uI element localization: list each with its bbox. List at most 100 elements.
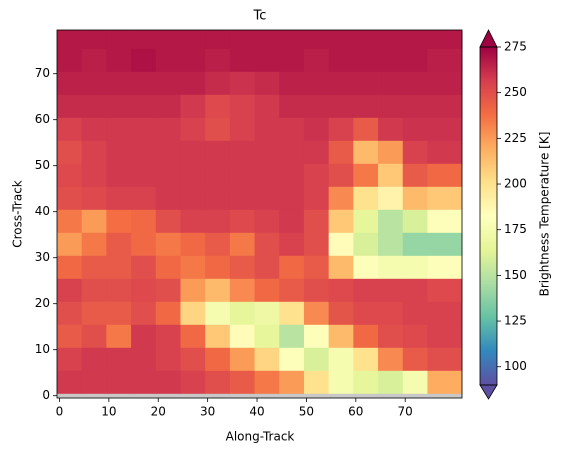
heatmap-cell [57,301,83,325]
heatmap-cell [180,94,206,118]
colorbar-tick-label: 150 [504,268,527,282]
heatmap-cell [155,278,181,302]
heatmap-cell [427,94,463,118]
heatmap-cell [81,71,107,95]
heatmap-cell [57,393,83,399]
heatmap-cell [402,140,428,164]
heatmap-cell [378,140,404,164]
heatmap-cell [303,324,330,348]
colorbar-tick-label: 275 [504,40,527,54]
y-tick-label: 0 [42,388,50,402]
heatmap-cell [353,209,379,233]
colorbar-extend-top [479,29,498,48]
heatmap-cell [205,255,231,279]
heatmap-cell [131,140,157,164]
heatmap-cell [57,94,83,118]
heatmap-cell [402,71,428,95]
heatmap-cell [81,209,107,233]
colorbar-tick-label: 250 [504,85,527,99]
heatmap-cell [279,48,305,72]
heatmap-cell [106,255,132,279]
heatmap-cell [402,232,428,256]
heatmap-cell [303,232,330,256]
heatmap-cell [328,255,354,279]
heatmap-cell [402,186,428,210]
colorbar-tick-label: 175 [504,222,527,236]
y-tick-label: 50 [35,158,50,172]
heatmap-cell [328,48,354,72]
heatmap-cell [106,209,132,233]
heatmap-cell [353,186,379,210]
heatmap-cell [303,163,330,187]
heatmap-cell [205,324,231,348]
heatmap-cell [328,71,354,95]
heatmap-cell [131,347,157,371]
heatmap-cell [328,393,354,399]
heatmap-cell [328,347,354,371]
heatmap-cell [328,186,354,210]
heatmap-cell [353,30,379,49]
heatmap-cell [353,324,379,348]
heatmap-cell [180,393,206,399]
chart-title: Tc [253,9,267,24]
heatmap-cell [279,347,305,371]
x-tick-label: 70 [398,405,413,419]
heatmap-cell [57,370,83,394]
heatmap-cell [205,347,231,371]
heatmap-cell [155,393,181,399]
heatmap-cell [180,30,206,49]
heatmap-cell [427,209,463,233]
heatmap-cell [57,163,83,187]
heatmap-cell [402,30,428,49]
heatmap-cell [57,324,83,348]
heatmap-cell [205,30,231,49]
heatmap-cell [205,94,231,118]
heatmap-cell [378,163,404,187]
heatmap-cell [427,48,463,72]
heatmap-cell [378,186,404,210]
heatmap-cell [303,30,330,49]
heatmap-cell [229,347,255,371]
heatmap-cell [180,140,206,164]
heatmap-cell [427,370,463,394]
heatmap-cell [57,48,83,72]
heatmap-cell [81,324,107,348]
heatmap-cell [155,255,181,279]
x-tick-label: 0 [56,405,64,419]
heatmap-cell [328,163,354,187]
heatmap-cell [427,186,463,210]
heatmap-cell [427,347,463,371]
heatmap-cell [229,370,255,394]
heatmap-cell [57,209,83,233]
heatmap-cell [180,163,206,187]
heatmap-cell [279,71,305,95]
heatmap-cell [131,48,157,72]
heatmap-cell [353,48,379,72]
heatmap-cell [328,232,354,256]
heatmap-cell [57,117,83,141]
heatmap-cell [155,209,181,233]
x-tick-label: 40 [249,405,264,419]
heatmap-cell [180,324,206,348]
heatmap-cell [155,370,181,394]
x-tick-label: 50 [299,405,314,419]
heatmap-cell [106,186,132,210]
colorbar-extend-bottom [479,384,498,400]
heatmap-cell [205,186,231,210]
heatmap-cell [353,232,379,256]
heatmap-cell [328,117,354,141]
heatmap-cell [81,117,107,141]
colorbar-tick-label: 200 [504,177,527,191]
heatmap-cell [303,347,330,371]
heatmap-cell [402,301,428,325]
heatmap-cell [427,163,463,187]
colorbar-tick-label: 225 [504,131,527,145]
heatmap-cell [205,232,231,256]
x-tick-label: 60 [348,405,363,419]
x-tick-label: 30 [200,405,215,419]
heatmap-cell [427,30,463,49]
heatmap-cell [155,30,181,49]
heatmap-cell [378,324,404,348]
heatmap-cell [131,186,157,210]
colorbar-tick-label: 100 [504,359,527,373]
